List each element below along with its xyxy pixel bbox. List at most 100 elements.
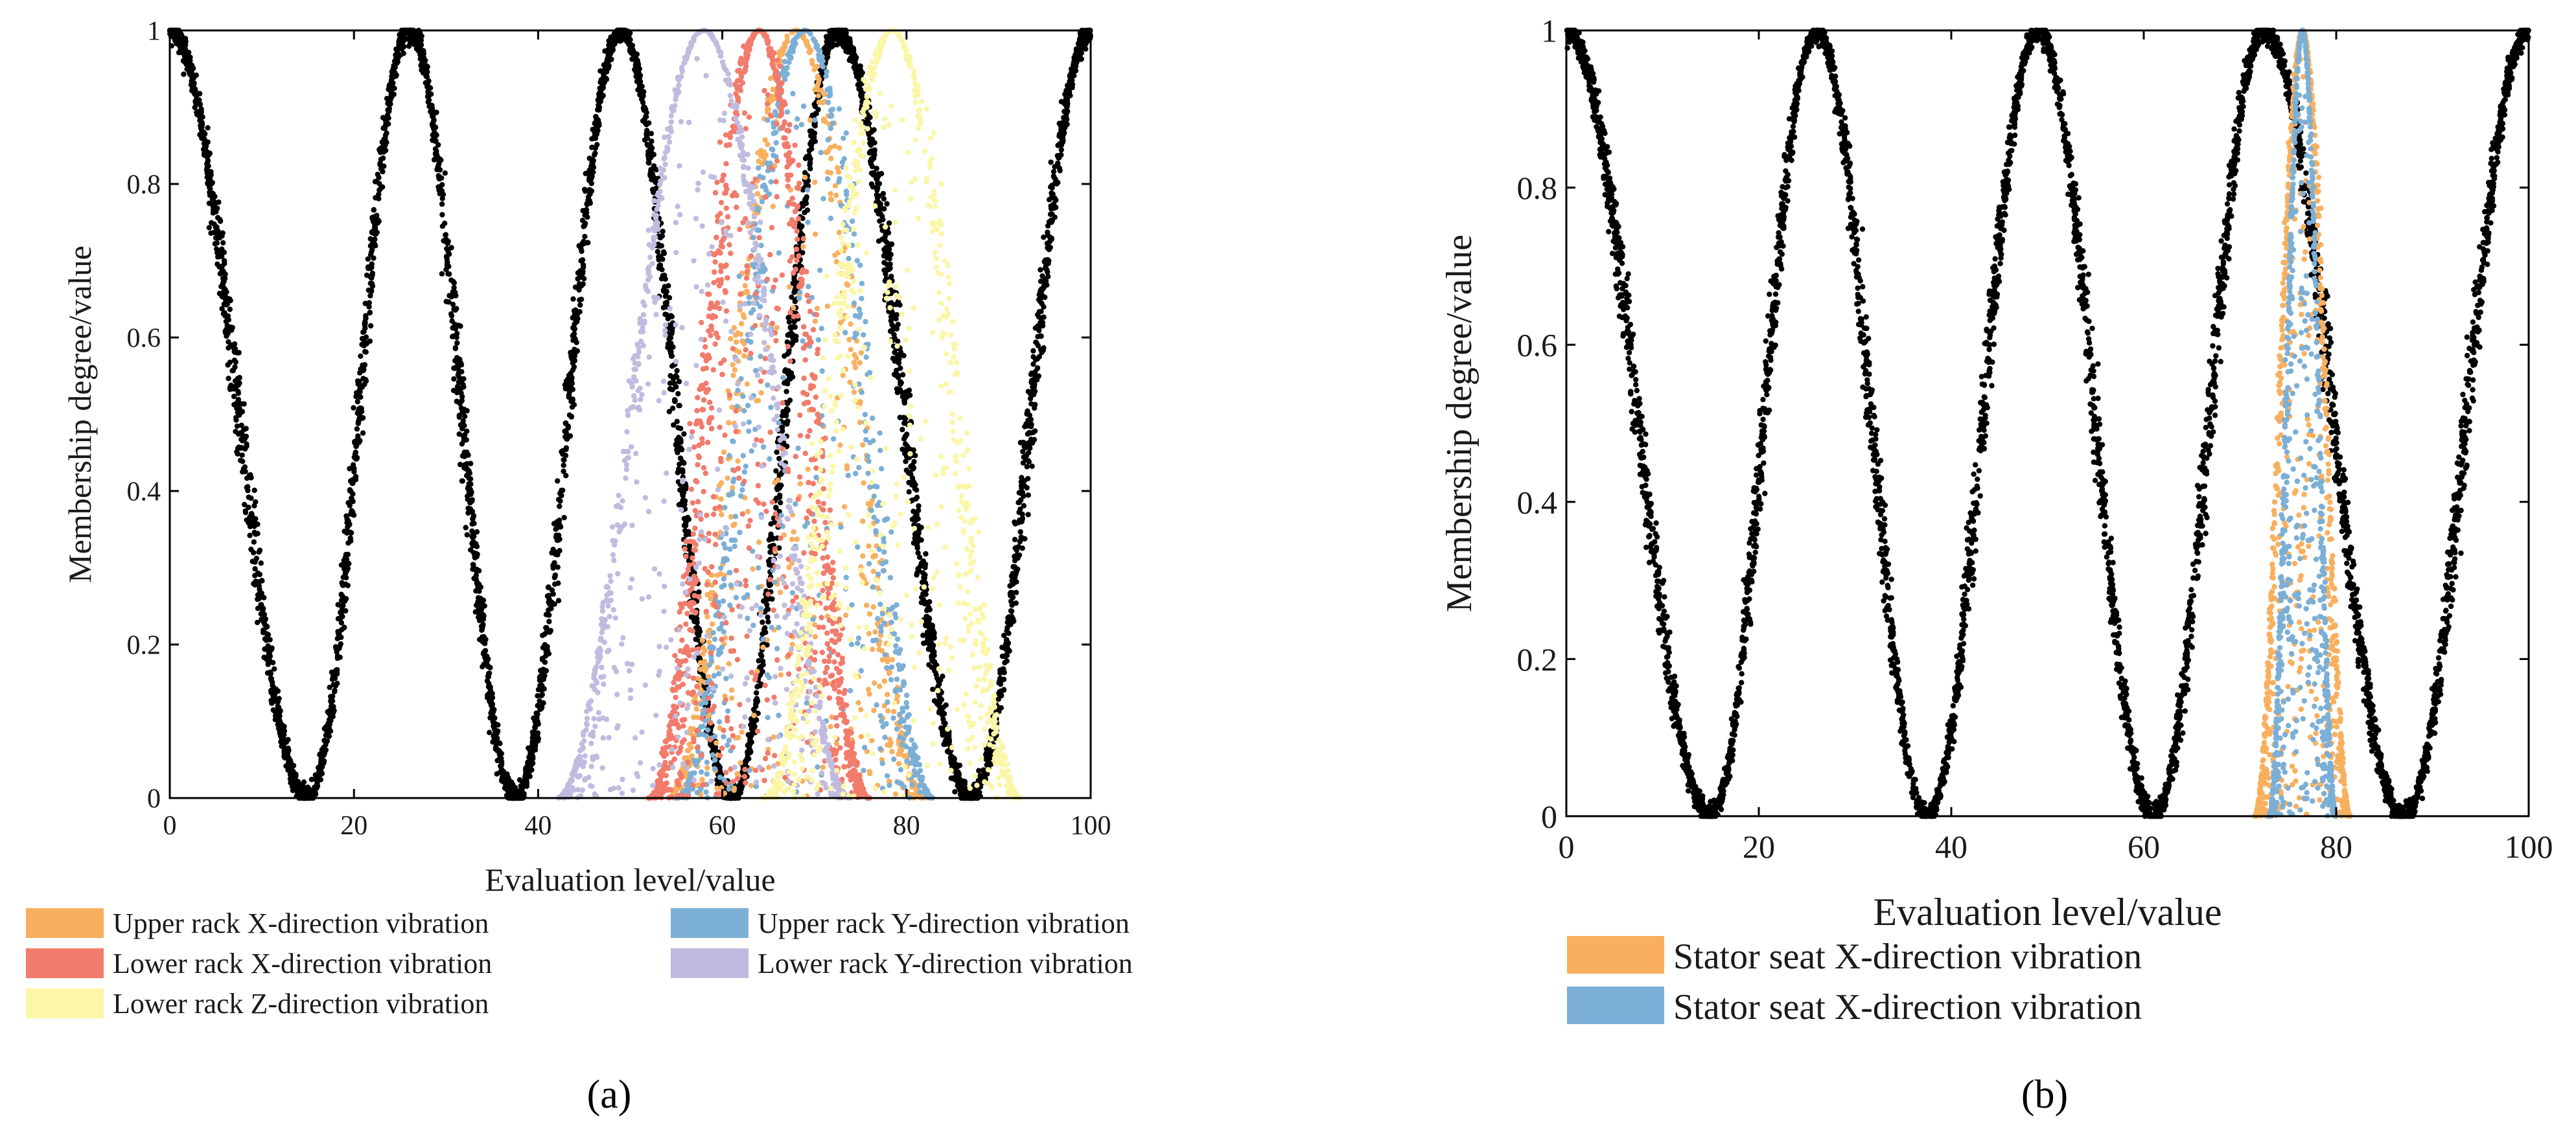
reference-point xyxy=(496,740,502,746)
reference-point xyxy=(235,451,240,457)
reference-point xyxy=(199,135,205,141)
reference-point xyxy=(486,691,492,698)
reference-point xyxy=(1015,543,1022,550)
reference-point xyxy=(561,514,567,521)
reference-point xyxy=(946,732,952,738)
reference-point xyxy=(246,472,253,478)
reference-point xyxy=(750,707,757,713)
reference-point xyxy=(224,289,229,295)
reference-point xyxy=(362,348,368,355)
reference-point xyxy=(247,514,253,520)
reference-point xyxy=(929,645,936,651)
reference-point xyxy=(646,120,652,126)
reference-point xyxy=(204,161,210,167)
reference-point xyxy=(196,109,202,115)
reference-point xyxy=(760,631,765,637)
reference-point xyxy=(192,104,198,111)
reference-point xyxy=(362,362,368,368)
reference-point xyxy=(901,415,907,420)
reference-point xyxy=(367,280,373,286)
reference-point xyxy=(528,751,533,758)
reference-point xyxy=(930,687,936,692)
reference-point xyxy=(785,400,791,406)
reference-point xyxy=(443,232,449,238)
reference-point xyxy=(237,457,244,463)
reference-point xyxy=(875,185,881,191)
reference-point xyxy=(916,507,922,514)
reference-point xyxy=(788,370,795,376)
reference-point xyxy=(677,402,682,409)
reference-point xyxy=(1056,120,1062,126)
reference-point xyxy=(785,381,791,387)
reference-point xyxy=(563,429,569,435)
reference-point xyxy=(591,152,598,158)
reference-point xyxy=(1051,204,1057,210)
reference-point xyxy=(587,200,593,206)
reference-point xyxy=(1041,314,1047,320)
reference-point xyxy=(804,194,810,200)
reference-point xyxy=(1042,294,1048,301)
reference-point xyxy=(394,49,400,56)
reference-point xyxy=(920,558,927,564)
reference-point xyxy=(978,775,984,781)
reference-point xyxy=(361,367,367,372)
reference-point xyxy=(233,417,239,423)
reference-point xyxy=(1024,411,1030,417)
reference-point xyxy=(559,449,564,455)
reference-point xyxy=(1028,437,1034,442)
reference-point xyxy=(1027,396,1034,402)
reference-point xyxy=(374,212,380,218)
reference-point xyxy=(430,113,436,119)
reference-point xyxy=(540,632,546,639)
reference-point xyxy=(914,487,920,493)
reference-point xyxy=(1020,448,1026,455)
reference-point xyxy=(362,319,368,325)
reference-point xyxy=(1021,483,1028,489)
reference-point xyxy=(1034,365,1041,371)
reference-point xyxy=(234,423,240,429)
reference-point xyxy=(391,63,397,69)
reference-point xyxy=(666,409,673,415)
reference-point xyxy=(385,107,391,113)
reference-point xyxy=(561,463,566,468)
reference-point xyxy=(1048,159,1054,165)
reference-point xyxy=(290,762,297,769)
reference-point xyxy=(1001,632,1007,639)
reference-point xyxy=(1064,104,1070,109)
reference-point xyxy=(487,687,493,692)
reference-point xyxy=(436,176,442,181)
reference-point xyxy=(479,626,485,632)
reference-point xyxy=(1030,348,1036,354)
reference-point xyxy=(235,389,241,394)
reference-point xyxy=(906,470,912,475)
reference-point xyxy=(677,461,682,467)
reference-point xyxy=(486,670,493,676)
reference-point xyxy=(696,589,702,595)
reference-point xyxy=(225,313,231,319)
reference-point xyxy=(957,762,963,768)
reference-point xyxy=(334,667,340,673)
reference-point xyxy=(923,551,929,557)
reference-point xyxy=(921,575,927,580)
reference-point xyxy=(1025,512,1031,518)
reference-point xyxy=(452,345,458,350)
reference-point xyxy=(583,210,590,216)
reference-point xyxy=(1030,361,1036,367)
reference-point xyxy=(231,393,237,400)
reference-point xyxy=(927,622,933,628)
reference-point xyxy=(388,101,393,107)
reference-point xyxy=(778,499,783,506)
reference-point xyxy=(674,418,680,424)
reference-point xyxy=(266,649,272,655)
reference-point xyxy=(1039,301,1045,306)
reference-point xyxy=(915,550,921,556)
reference-point xyxy=(278,734,284,740)
reference-point xyxy=(351,469,357,475)
reference-point xyxy=(360,430,366,436)
panel-a-scatter-points xyxy=(167,27,1093,801)
reference-point xyxy=(431,157,437,163)
reference-point xyxy=(474,578,480,585)
reference-point xyxy=(1028,379,1034,385)
reference-point xyxy=(785,315,791,321)
reference-point xyxy=(546,612,552,618)
